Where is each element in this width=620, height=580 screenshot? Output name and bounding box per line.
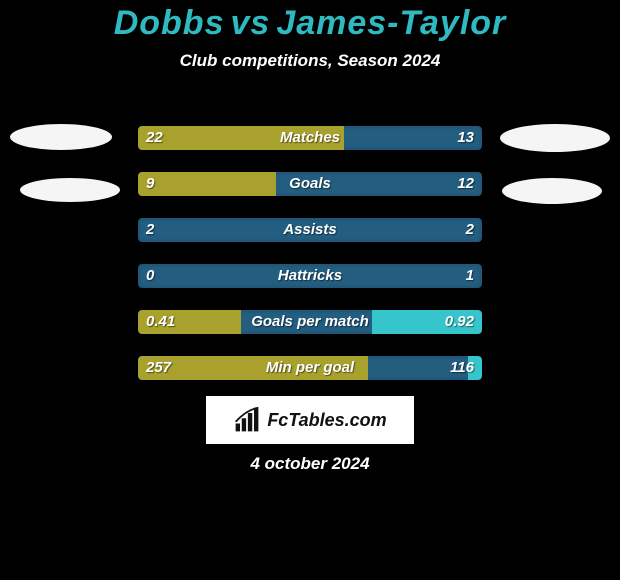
avatar-placeholder	[10, 124, 112, 150]
stat-rows: 2213Matches 912Goals 22Assists 01Hattricks 0…	[138, 126, 482, 402]
logo-bars-icon	[233, 406, 261, 434]
stat-label: Goals	[138, 172, 482, 196]
stat-row: 257116Min per goal	[138, 356, 482, 380]
stat-row: 2213Matches	[138, 126, 482, 150]
stat-label: Matches	[138, 126, 482, 150]
stat-row: 01Hattricks	[138, 264, 482, 288]
stat-row: 0.410.92Goals per match	[138, 310, 482, 334]
stat-row: 912Goals	[138, 172, 482, 196]
avatar-placeholder	[20, 178, 120, 202]
stat-row: 22Assists	[138, 218, 482, 242]
logo-badge: FcTables.com	[206, 396, 414, 444]
avatar-placeholder	[502, 178, 602, 204]
subtitle: Club competitions, Season 2024	[0, 51, 620, 71]
vs-text: vs	[224, 4, 276, 42]
date-text: 4 october 2024	[0, 454, 620, 474]
comparison-card: DobbsvsJames-Taylor Club competitions, S…	[0, 0, 620, 580]
avatar-placeholder	[500, 124, 610, 152]
logo-text: FcTables.com	[267, 410, 386, 431]
stat-label: Assists	[138, 218, 482, 242]
player2-name: James-Taylor	[276, 4, 506, 42]
stat-label: Hattricks	[138, 264, 482, 288]
stat-label: Min per goal	[138, 356, 482, 380]
title-row: DobbsvsJames-Taylor	[0, 0, 620, 43]
stat-label: Goals per match	[138, 310, 482, 334]
player1-name: Dobbs	[114, 4, 225, 42]
